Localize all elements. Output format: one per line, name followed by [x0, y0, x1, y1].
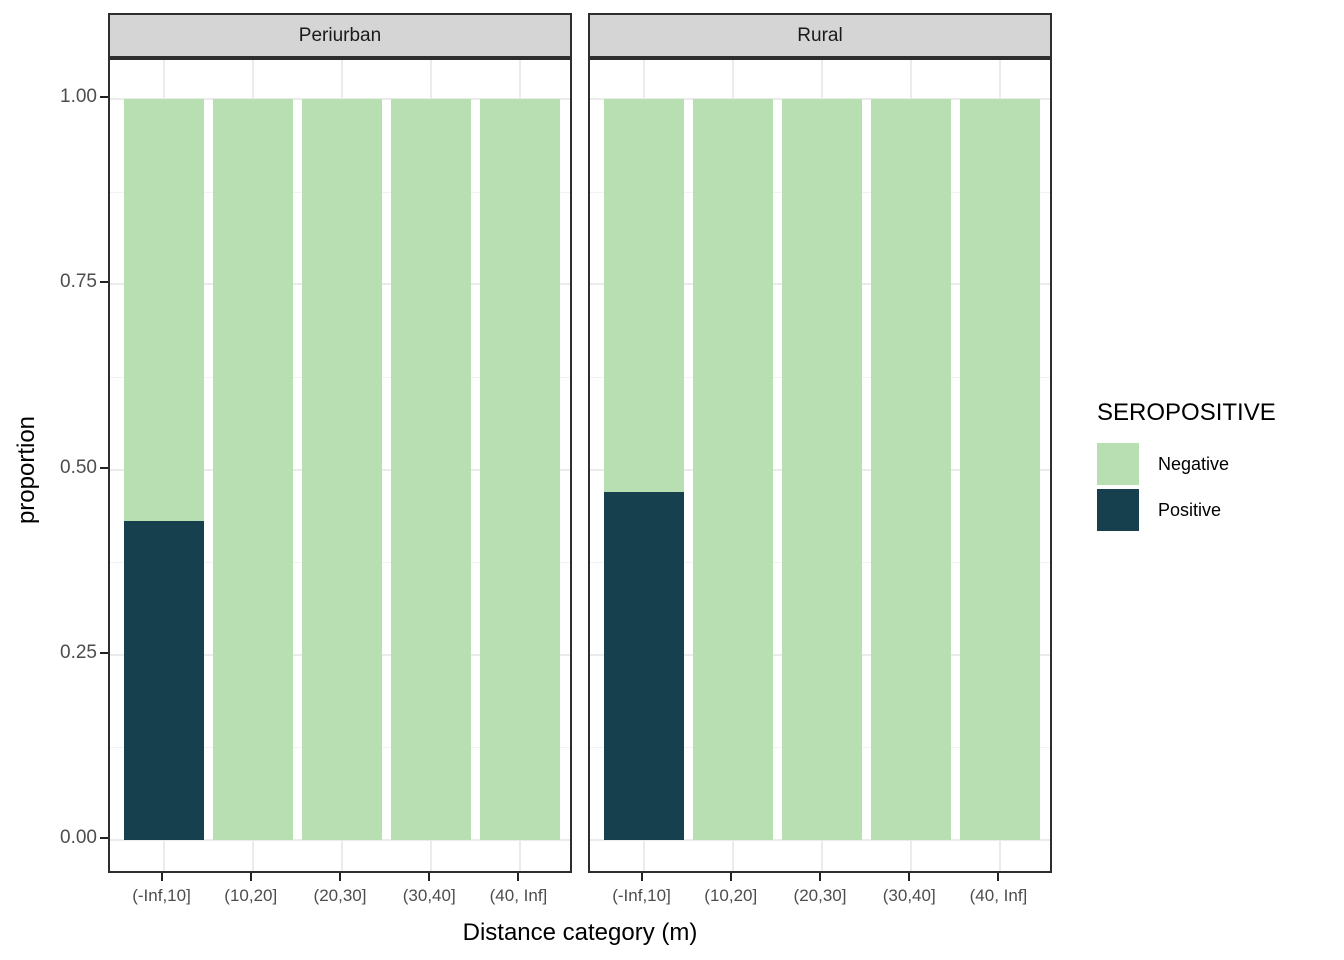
gridline-major: [110, 839, 570, 841]
bar-segment-negative: [871, 99, 952, 840]
panel-periurban: [108, 58, 572, 873]
facet-strip-rural: Rural: [588, 13, 1052, 58]
bar-segment-negative: [302, 99, 382, 840]
facet-strip-label: Rural: [797, 24, 843, 46]
x-tick-label: (-Inf,10]: [132, 886, 191, 905]
y-tick-mark: [100, 651, 108, 654]
bar-segment-negative: [782, 99, 862, 840]
x-tick-label: (30,40]: [882, 886, 936, 905]
bar-segment-negative: [391, 99, 472, 840]
x-tick-mark: [160, 873, 163, 881]
bar-segment-negative: [123, 99, 204, 522]
x-tick-mark: [428, 873, 431, 881]
bar-segment-negative: [692, 99, 773, 840]
x-tick-label: (20,30]: [793, 886, 847, 905]
legend-swatch-positive: [1097, 489, 1139, 531]
legend-entry-label: Negative: [1158, 453, 1230, 474]
y-tick-mark: [100, 96, 108, 98]
facet-strip-periurban: Periurban: [108, 13, 572, 58]
y-tick-label: 1.00: [60, 86, 97, 107]
panel-rural: [588, 58, 1052, 873]
y-tick-label: 0.00: [60, 827, 97, 848]
facet-strip-label: Periurban: [298, 24, 382, 46]
y-tick-mark: [100, 837, 108, 839]
y-tick-mark: [100, 281, 108, 284]
x-tick-mark: [819, 873, 821, 881]
x-tick-mark: [339, 873, 341, 881]
x-tick-mark: [249, 873, 252, 881]
legend-entry-negative: Negative: [1097, 443, 1276, 485]
y-tick-label: 0.75: [60, 271, 97, 293]
x-tick-mark: [908, 873, 911, 881]
x-tick-label: (-Inf,10]: [612, 886, 671, 905]
legend-swatch-negative: [1097, 443, 1139, 485]
x-tick-label: (20,30]: [313, 886, 367, 905]
y-tick-mark: [100, 466, 108, 469]
x-tick-mark: [729, 873, 732, 881]
legend-entries: Negative Positive: [1097, 443, 1276, 531]
legend-entry-positive: Positive: [1097, 489, 1276, 531]
x-tick-label: (40, Inf]: [489, 886, 548, 905]
x-tick-label: (10,20]: [704, 886, 758, 905]
x-tick-mark: [997, 873, 1000, 881]
bar-segment-negative: [960, 99, 1041, 840]
x-tick-label: (30,40]: [402, 886, 456, 905]
x-tick-mark: [517, 873, 520, 881]
y-tick-label: 0.25: [60, 641, 97, 663]
x-tick-mark: [640, 873, 643, 881]
x-tick-label: (10,20]: [224, 886, 278, 905]
gridline-major: [590, 839, 1050, 841]
x-axis-title: Distance category (m): [462, 919, 698, 946]
bar-segment-negative: [212, 99, 293, 840]
bar-segment-positive: [603, 491, 684, 840]
legend: SEROPOSITIVE Negative Positive: [1097, 399, 1276, 535]
bar-segment-negative: [603, 99, 684, 492]
y-tick-label: 0.50: [60, 456, 97, 478]
legend-title: SEROPOSITIVE: [1097, 399, 1276, 426]
x-tick-label: (40, Inf]: [969, 886, 1028, 905]
legend-entry-label: Positive: [1158, 499, 1222, 520]
bar-segment-positive: [123, 521, 204, 840]
bar-segment-negative: [480, 99, 561, 840]
